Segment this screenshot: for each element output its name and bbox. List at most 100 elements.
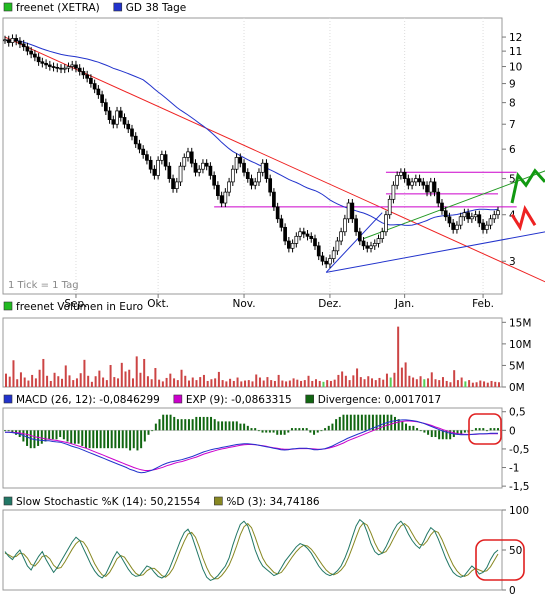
y-tick-label: 15M (509, 317, 531, 329)
volume-bar (132, 378, 134, 387)
candle-body (284, 227, 287, 241)
divergence-bar (258, 430, 260, 431)
divergence-bar (291, 428, 293, 430)
y-tick-label: 9 (509, 79, 516, 91)
divergence-bar (170, 415, 172, 431)
legend-swatch (4, 395, 12, 403)
candle-body (257, 172, 260, 182)
volume-bar (12, 360, 14, 387)
volume-bar (169, 374, 171, 387)
candle-body (26, 47, 29, 51)
divergence-bar (37, 430, 39, 446)
legend-label: MACD (26, 12): -0,0846299 (16, 394, 160, 406)
divergence-bar (284, 430, 286, 434)
candle-body (452, 223, 455, 230)
y-tick-label: 0 (509, 585, 516, 597)
volume-bar (393, 373, 395, 387)
divergence-bar (177, 419, 179, 430)
divergence-bar (295, 428, 297, 430)
y-tick-label: -1,5 (509, 481, 530, 493)
volume-bar (337, 375, 339, 387)
divergence-bar (357, 415, 359, 431)
volume-bar (494, 382, 496, 387)
volume-bar (83, 360, 85, 387)
divergence-bar (144, 430, 146, 441)
divergence-bar (383, 415, 385, 431)
volume-bar (453, 370, 455, 387)
candle-body (448, 217, 451, 223)
divergence-bar (184, 419, 186, 430)
candle-body (74, 65, 77, 68)
forecast-up-arrow (512, 171, 545, 203)
volume-bar (259, 378, 261, 387)
candle-body (157, 160, 160, 175)
candle-body (97, 89, 100, 95)
divergence-bar (4, 430, 6, 431)
divergence-bar (427, 430, 429, 434)
divergence-bar (251, 428, 253, 430)
candle-body (11, 38, 14, 42)
candle-body (127, 124, 130, 129)
volume-bar (461, 378, 463, 387)
divergence-bar (409, 426, 411, 430)
candle-body (89, 78, 92, 83)
volume-bar (472, 383, 474, 387)
candle-body (336, 241, 339, 251)
candle-body (123, 117, 126, 124)
divergence-bar (335, 419, 337, 430)
divergence-bar (236, 421, 238, 430)
divergence-bar (85, 430, 87, 448)
candle-body (205, 163, 208, 166)
volume-bar (154, 368, 156, 387)
volume-bar (274, 381, 276, 387)
candle-body (52, 67, 55, 68)
candle-body (497, 211, 500, 215)
volume-bar (367, 376, 369, 387)
divergence-bar (92, 430, 94, 448)
candle-body (56, 67, 59, 68)
volume-bar (35, 378, 37, 387)
divergence-bar (122, 430, 124, 448)
candle-body (82, 71, 85, 74)
volume-bar (50, 381, 52, 387)
volume-bar (39, 370, 41, 387)
volume-bar (498, 382, 500, 387)
divergence-bar (243, 424, 245, 431)
volume-bar (162, 381, 164, 387)
candle-body (310, 236, 313, 238)
volume-bar (9, 377, 11, 387)
divergence-bar (225, 421, 227, 430)
candle-body (254, 182, 257, 185)
volume-bar (412, 378, 414, 387)
divergence-bar (269, 430, 271, 432)
divergence-bar (324, 428, 326, 430)
candle-body (321, 256, 324, 261)
volume-bar (244, 381, 246, 387)
legend-swatch (114, 3, 122, 11)
y-tick-label: 6 (509, 144, 516, 156)
candle-body (384, 215, 387, 232)
candle-body (145, 155, 148, 161)
volume-bar (207, 381, 209, 387)
divergence-bar (114, 430, 116, 448)
candle-body (33, 54, 36, 57)
divergence-bar (136, 430, 138, 450)
volume-bar (136, 356, 138, 387)
candle-body (399, 172, 402, 175)
divergence-bar (159, 419, 161, 430)
divergence-bar (416, 428, 418, 430)
moving-average-line (5, 40, 498, 226)
divergence-bar (262, 430, 264, 432)
candle-body (250, 179, 253, 186)
volume-bar (233, 381, 235, 387)
y-tick-label: -0,5 (509, 444, 530, 456)
divergence-bar (350, 415, 352, 431)
candle-body (280, 219, 283, 228)
volume-bar (360, 377, 362, 387)
divergence-bar (490, 428, 492, 430)
candle-body (328, 259, 331, 264)
volume-bar (438, 380, 440, 387)
candle-body (86, 75, 89, 78)
candle-body (224, 192, 227, 203)
divergence-bar (313, 430, 315, 434)
